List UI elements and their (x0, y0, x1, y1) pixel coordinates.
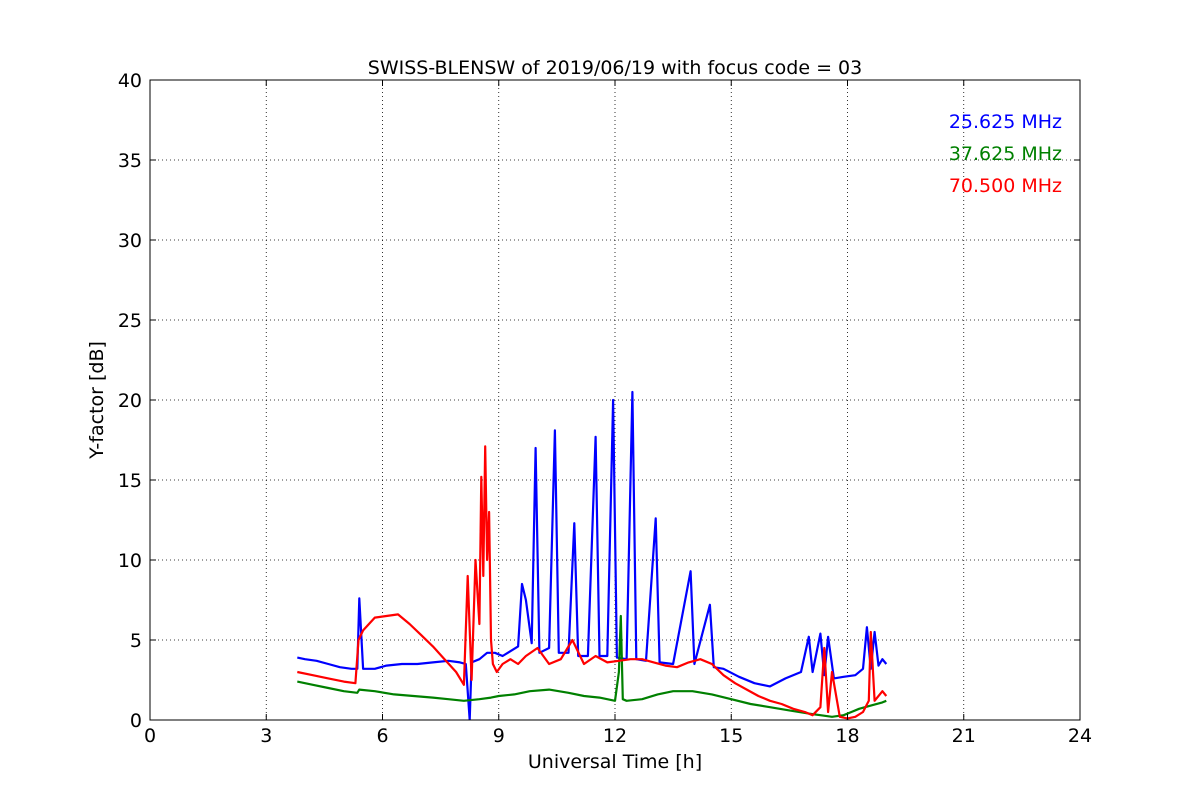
series-layer (297, 390, 888, 720)
y-axis-label: Y-factor [dB] (86, 341, 108, 460)
x-tick-label: 6 (376, 725, 388, 747)
x-tick-label: 18 (835, 725, 859, 747)
x-tick-label: 9 (493, 725, 505, 747)
y-tick-label: 20 (118, 390, 142, 412)
x-tick-labels: 0 3 6 9 12 15 18 21 24 (144, 725, 1092, 747)
y-tick-label: 40 (118, 70, 142, 92)
x-tick-label: 24 (1068, 725, 1092, 747)
y-tick-label: 0 (130, 710, 142, 732)
y-tick-label: 30 (118, 230, 142, 252)
series-line-1 (297, 390, 888, 720)
legend-entry-1: 25.625 MHz (949, 111, 1062, 133)
series-line-2 (297, 614, 887, 718)
chart-title: SWISS-BLENSW of 2019/06/19 with focus co… (368, 57, 862, 79)
x-tick-label: 15 (719, 725, 743, 747)
x-tick-label: 3 (260, 725, 272, 747)
series-line-3 (297, 445, 888, 720)
x-tick-label: 12 (603, 725, 627, 747)
legend: 25.625 MHz 37.625 MHz 70.500 MHz (949, 111, 1062, 197)
y-tick-label: 10 (118, 550, 142, 572)
x-tick-label: 21 (952, 725, 976, 747)
x-tick-label: 0 (144, 725, 156, 747)
y-tick-label: 25 (118, 310, 142, 332)
y-tick-label: 15 (118, 470, 142, 492)
legend-entry-2: 37.625 MHz (949, 143, 1062, 165)
y-tick-label: 35 (118, 150, 142, 172)
y-tick-label: 5 (130, 630, 142, 652)
x-axis-label: Universal Time [h] (528, 751, 702, 773)
y-tick-labels: 0 5 10 15 20 25 30 35 40 (118, 70, 142, 732)
ticks (149, 79, 1081, 721)
legend-entry-3: 70.500 MHz (949, 175, 1062, 197)
